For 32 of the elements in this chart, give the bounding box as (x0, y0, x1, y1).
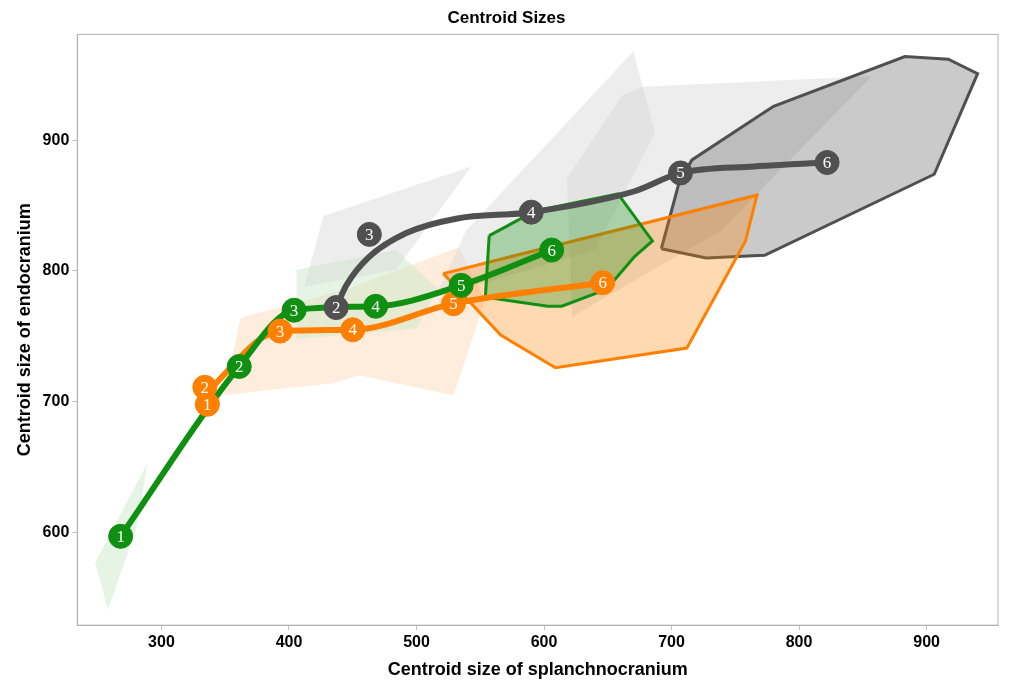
y-tick-label: 600 (42, 522, 70, 540)
annotation: 4 (527, 202, 537, 222)
y-tick-label: 700 (42, 392, 70, 410)
x-tick-label: 700 (658, 633, 685, 651)
annotation: 3 (289, 300, 299, 320)
chart-title: Centroid Sizes (447, 7, 566, 27)
point (108, 523, 134, 549)
x-axis-title: Centroid size of splanchnocranium (387, 659, 688, 680)
annotation: 5 (449, 294, 458, 314)
annotation: 2 (200, 377, 210, 397)
x-tick-label: 800 (785, 633, 813, 651)
annotation: 6 (547, 240, 556, 260)
annotation: 6 (598, 273, 607, 293)
x-tick-label: 300 (148, 633, 175, 651)
y-axis-title: Centroid size of endocranium (13, 203, 34, 457)
annotation: 5 (456, 275, 466, 295)
annotation: 3 (275, 321, 285, 341)
y-tick-label: 800 (42, 261, 70, 279)
x-tick-label: 900 (913, 633, 941, 651)
annotation: 1 (116, 526, 125, 546)
annotation: 1 (203, 394, 212, 414)
annotation: 3 (365, 224, 374, 244)
x-tick-label: 600 (530, 633, 558, 651)
annotation: 6 (822, 152, 832, 172)
annotation: 4 (348, 320, 358, 340)
x-tick-label: 500 (403, 633, 430, 651)
annotation: 2 (235, 356, 244, 376)
x-tick-label: 400 (275, 633, 303, 651)
y-tick-label: 900 (42, 130, 70, 148)
annotation: 2 (331, 298, 341, 318)
annotation: 4 (371, 296, 381, 316)
annotation: 5 (676, 163, 685, 183)
